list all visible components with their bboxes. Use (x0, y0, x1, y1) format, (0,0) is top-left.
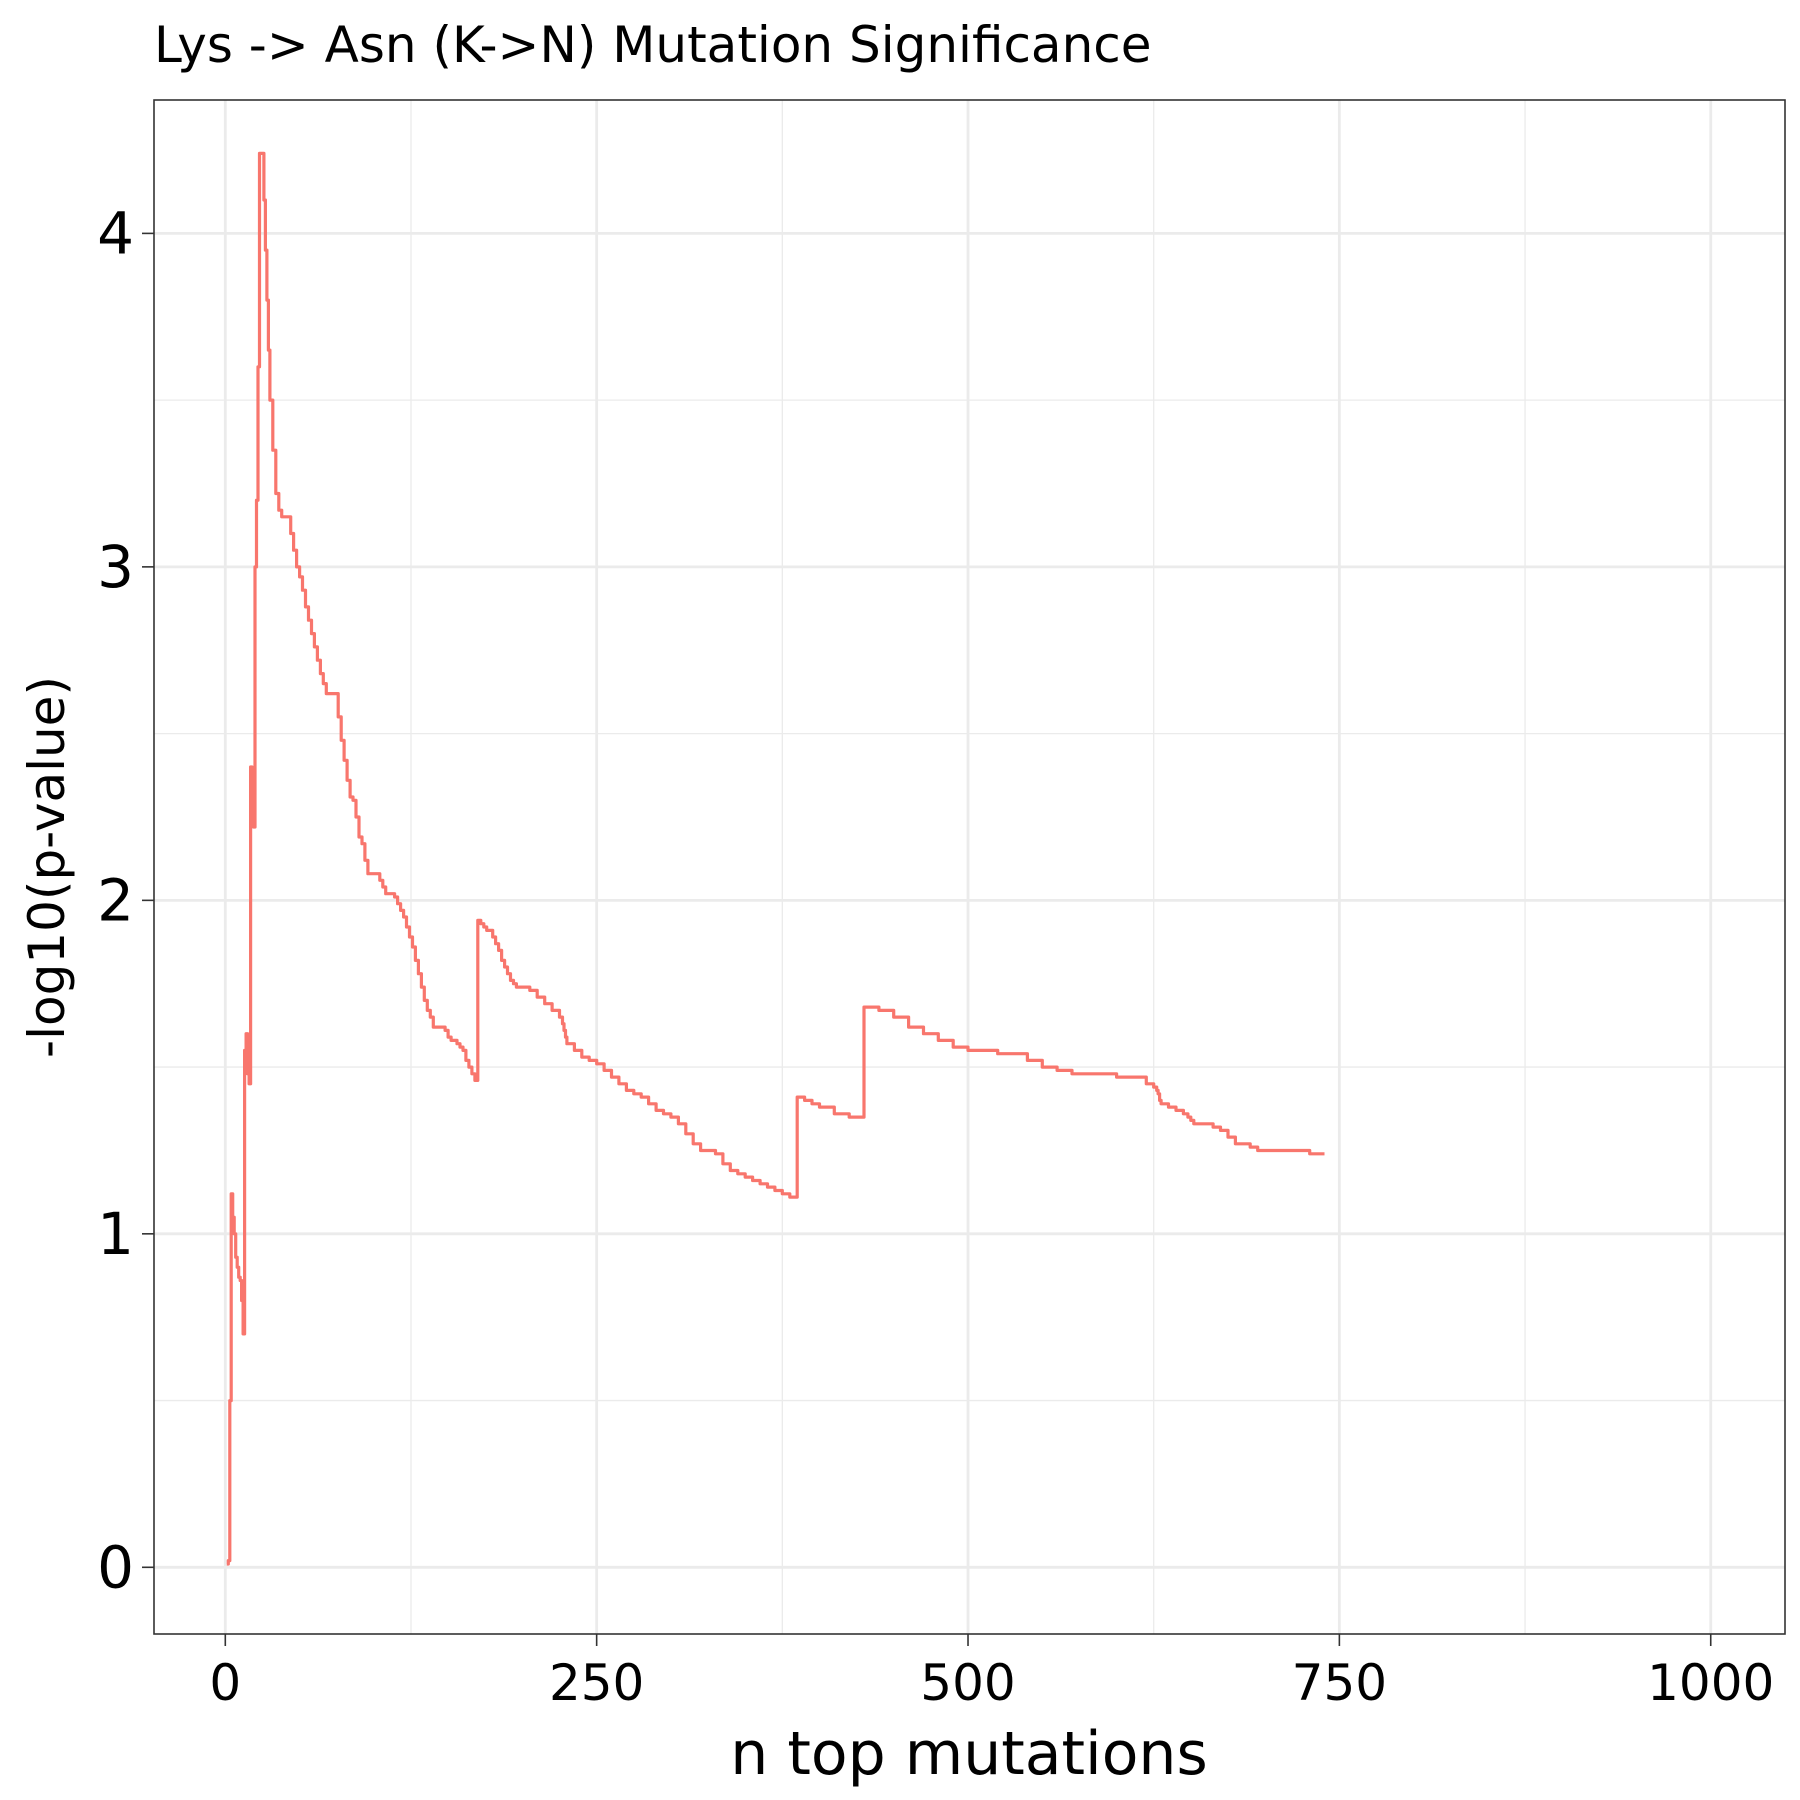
y-tick-label: 3 (97, 533, 134, 601)
x-axis-title: n top mutations (730, 1719, 1207, 1789)
y-tick-label: 2 (97, 866, 134, 934)
x-tick-label: 1000 (1647, 1654, 1774, 1712)
x-tick-label: 750 (1292, 1654, 1387, 1712)
x-tick-label: 0 (209, 1654, 241, 1712)
y-tick-label: 4 (97, 199, 134, 267)
plot-panel-border (153, 99, 1786, 1635)
y-tick-label: 1 (97, 1200, 134, 1268)
x-axis-ticks: 0 250 500 750 1000 (209, 1634, 1774, 1712)
plot-background (154, 100, 1785, 1634)
minor-gridlines (154, 100, 1785, 1634)
y-axis-ticks: 0 1 2 3 4 (97, 199, 154, 1601)
x-tick-label: 250 (549, 1654, 644, 1712)
y-tick-label: 0 (97, 1533, 134, 1601)
series-line (226, 151, 1325, 1566)
x-tick-label: 500 (920, 1654, 1015, 1712)
major-gridlines (154, 100, 1785, 1634)
y-axis-title: -log10(p-value) (18, 676, 76, 1058)
chart-title: Lys -> Asn (K->N) Mutation Significance (154, 16, 1152, 74)
